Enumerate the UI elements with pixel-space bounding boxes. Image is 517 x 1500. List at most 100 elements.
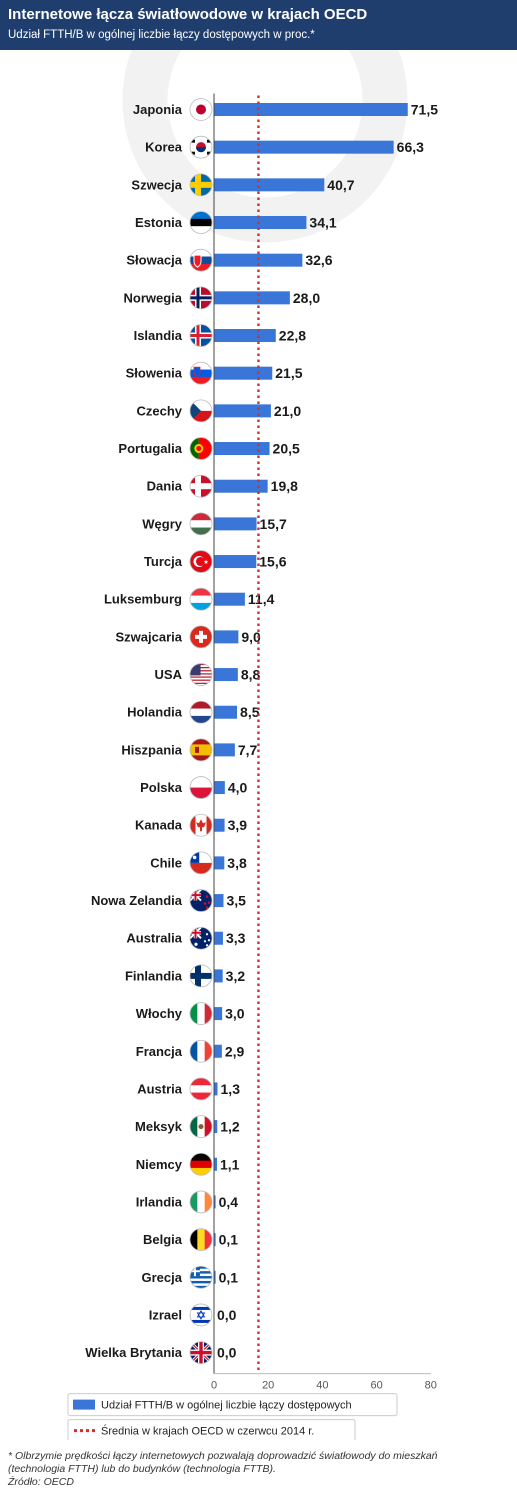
category-label: Norwegia (123, 290, 182, 305)
uk-flag-icon (189, 1341, 213, 1365)
bar (214, 140, 394, 154)
data-label: 71,5 (411, 102, 438, 118)
bar (214, 969, 223, 983)
data-label: 40,7 (327, 177, 354, 193)
bar (214, 1082, 218, 1096)
turkey-flag-icon (189, 550, 213, 573)
bar (214, 216, 307, 230)
category-label: Francja (136, 1044, 183, 1059)
bar (214, 630, 239, 644)
bar (214, 103, 408, 116)
data-label: 1,1 (220, 1156, 240, 1172)
data-label: 32,6 (305, 252, 332, 268)
greece-flag-icon (189, 1265, 213, 1289)
category-label: Wielka Brytania (85, 1345, 182, 1360)
bar (214, 442, 270, 456)
data-label: 3,8 (227, 855, 247, 871)
chart-title: Internetowe łącza światłowodowe w krajac… (8, 6, 368, 23)
category-label: Izrael (149, 1307, 182, 1322)
norway-flag-icon (189, 286, 213, 310)
category-label: USA (155, 667, 183, 682)
category-label: Portugalia (118, 441, 182, 456)
data-label: 3,2 (226, 968, 246, 984)
data-label: 0,0 (217, 1345, 237, 1361)
category-label: Szwecja (131, 177, 182, 192)
category-label: Belgia (143, 1232, 183, 1247)
austria-flag-icon (189, 1077, 213, 1101)
category-label: Chile (150, 855, 182, 870)
usa-flag-icon (189, 663, 213, 686)
bar (214, 1157, 217, 1171)
data-label: 2,9 (225, 1043, 245, 1059)
data-label: 0,1 (219, 1269, 239, 1285)
category-label: Niemcy (136, 1157, 183, 1172)
data-label: 0,4 (219, 1194, 239, 1210)
spain-flag-icon (189, 738, 213, 762)
switzerland-flag-icon (189, 625, 213, 649)
iceland-flag-icon (189, 324, 213, 347)
estonia-flag-icon (189, 211, 213, 234)
france-flag-icon (189, 1039, 213, 1063)
bar (214, 1195, 216, 1209)
category-label: Turcja (144, 554, 183, 569)
bar (214, 404, 271, 418)
footnote-line: * Olbrzymie prędkości łączy internetowyc… (8, 1450, 438, 1462)
bar (214, 856, 225, 870)
bar (214, 517, 257, 531)
category-label: Meksyk (135, 1119, 183, 1134)
poland-flag-icon (189, 776, 213, 799)
sweden-flag-icon (189, 173, 213, 197)
data-label: 15,6 (259, 554, 286, 570)
category-label: Grecja (142, 1270, 183, 1285)
category-label: Słowacja (126, 253, 182, 268)
chile-flag-icon (189, 851, 213, 875)
data-label: 3,5 (226, 893, 246, 909)
czechia-flag-icon (189, 399, 213, 423)
category-label: Korea (145, 140, 183, 155)
netherlands-flag-icon (189, 700, 213, 724)
data-label: 11,4 (248, 591, 275, 607)
header-bar: Internetowe łącza światłowodowe w krajac… (0, 0, 517, 50)
data-label: 8,5 (240, 704, 260, 720)
bar (214, 743, 235, 757)
bar (214, 555, 257, 569)
footnote: * Olbrzymie prędkości łączy internetowyc… (8, 1450, 508, 1489)
bar (214, 1233, 216, 1247)
denmark-flag-icon (189, 474, 213, 498)
slovakia-flag-icon (189, 248, 213, 272)
bar (214, 592, 245, 606)
data-label: 0,1 (219, 1232, 239, 1248)
bar (214, 668, 238, 682)
data-label: 28,0 (293, 290, 320, 306)
x-tick-label: 40 (316, 1380, 328, 1392)
category-label: Włochy (136, 1006, 183, 1021)
bar (214, 705, 238, 719)
legend-box (67, 1393, 398, 1417)
category-label: Dania (147, 479, 183, 494)
category-label: Japonia (133, 102, 183, 117)
bar (214, 366, 273, 380)
bar (214, 818, 225, 832)
italy-flag-icon (189, 1002, 213, 1025)
category-label: Islandia (134, 328, 183, 343)
category-label: Irlandia (136, 1194, 183, 1209)
data-label: 8,8 (241, 667, 261, 683)
footnote-line: (technologia FTTH) lub do budynków (tech… (8, 1463, 276, 1475)
data-label: 3,0 (225, 1006, 245, 1022)
data-label: 66,3 (397, 139, 424, 155)
bar (214, 1120, 218, 1134)
category-label: Luksemburg (104, 592, 182, 607)
data-label: 21,0 (274, 403, 301, 419)
data-label: 19,8 (271, 478, 298, 494)
data-label: 22,8 (279, 328, 306, 344)
belgium-flag-icon (189, 1228, 213, 1251)
data-label: 3,3 (226, 930, 246, 946)
x-tick-label: 80 (425, 1380, 437, 1392)
category-label: Węgry (142, 516, 183, 531)
bar (214, 178, 325, 192)
bar (214, 1270, 216, 1284)
category-label: Szwajcaria (116, 629, 183, 644)
category-label: Austria (137, 1081, 183, 1096)
data-label: 1,3 (221, 1081, 241, 1097)
canada-flag-icon (189, 813, 213, 837)
